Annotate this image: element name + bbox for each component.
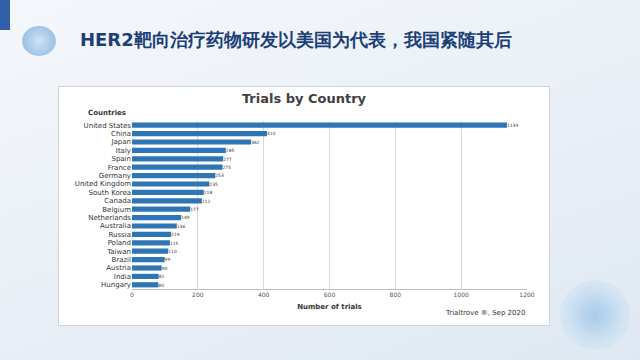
svg-text:0: 0 (130, 291, 134, 298)
svg-text:Brazil: Brazil (111, 256, 131, 264)
svg-text:1000: 1000 (454, 291, 469, 298)
svg-text:India: India (114, 273, 131, 281)
svg-text:Canada: Canada (104, 197, 131, 205)
svg-text:Germany: Germany (99, 172, 131, 180)
svg-text:80: 80 (158, 283, 164, 288)
svg-text:600: 600 (324, 291, 336, 298)
svg-text:Trials by Country: Trials by Country (242, 91, 367, 106)
svg-text:200: 200 (192, 291, 204, 298)
svg-text:275: 275 (223, 165, 232, 170)
svg-text:Taiwan: Taiwan (106, 248, 131, 256)
svg-text:235: 235 (209, 182, 218, 187)
svg-text:136: 136 (177, 224, 186, 229)
svg-text:South Korea: South Korea (89, 189, 131, 197)
svg-text:212: 212 (202, 199, 211, 204)
svg-text:Belgium: Belgium (102, 206, 131, 214)
html-text:HER2靶向治疗药物研发以美国为代表，我国紧随其后: HER2靶向治疗药物研发以美国为代表，我国紧随其后 (80, 29, 512, 50)
svg-text:177: 177 (190, 207, 199, 212)
svg-text:285: 285 (226, 148, 235, 153)
svg-text:1139: 1139 (507, 123, 518, 128)
svg-text:149: 149 (181, 215, 190, 220)
svg-text:United States: United States (84, 122, 132, 130)
svg-text:Countries: Countries (88, 109, 126, 117)
svg-text:Netherlands: Netherlands (88, 214, 131, 222)
svg-text:United Kingdom: United Kingdom (75, 180, 131, 188)
svg-text:1200: 1200 (519, 291, 534, 298)
svg-text:Russia: Russia (108, 231, 131, 239)
svg-text:410: 410 (267, 131, 276, 136)
svg-text:277: 277 (223, 157, 232, 162)
svg-text:400: 400 (258, 291, 270, 298)
svg-text:Italy: Italy (116, 147, 131, 155)
svg-text:90: 90 (162, 266, 168, 271)
svg-text:China: China (111, 130, 131, 138)
svg-text:253: 253 (215, 173, 224, 178)
svg-text:Poland: Poland (108, 239, 131, 247)
svg-text:800: 800 (390, 291, 402, 298)
svg-text:Trialtrove ®, Sep 2020: Trialtrove ®, Sep 2020 (445, 309, 525, 317)
svg-text:362: 362 (251, 140, 260, 145)
svg-text:France: France (108, 164, 131, 172)
svg-text:Number of trials: Number of trials (297, 303, 362, 311)
svg-text:218: 218 (204, 190, 213, 195)
svg-text:Australia: Australia (100, 222, 131, 230)
svg-text:Austria: Austria (106, 264, 131, 272)
svg-text:115: 115 (170, 241, 179, 246)
svg-text:81: 81 (159, 274, 165, 279)
svg-text:Hungary: Hungary (101, 281, 131, 289)
svg-text:Spain: Spain (111, 155, 131, 163)
svg-text:110: 110 (168, 249, 177, 254)
svg-text:99: 99 (165, 257, 171, 262)
svg-text:119: 119 (171, 232, 180, 237)
svg-text:Japan: Japan (110, 138, 131, 146)
